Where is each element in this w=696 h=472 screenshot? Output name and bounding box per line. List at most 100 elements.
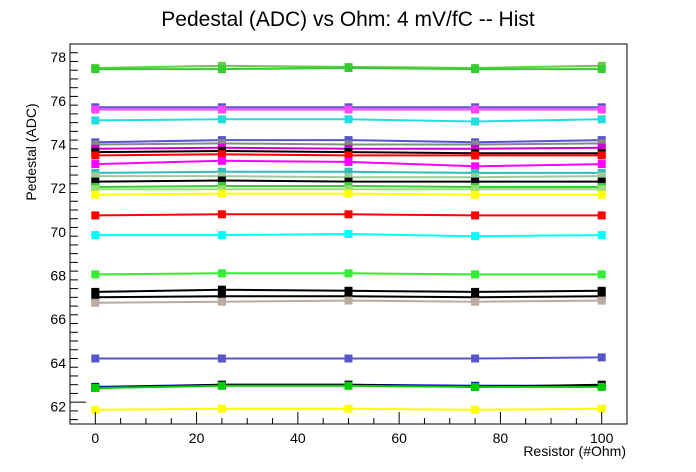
series-10-point [91, 160, 100, 169]
series-26-point [344, 381, 353, 390]
series-22-point [471, 297, 480, 306]
series-19-point [91, 270, 100, 279]
series-9-point [471, 151, 480, 160]
series-22-point [217, 297, 226, 306]
axes: 0 20 40 60 80 100 62 64 66 68 70 72 74 76 78 [50, 43, 628, 446]
series-19-point [217, 269, 226, 278]
series-17-point [91, 211, 100, 220]
series-13-point [91, 177, 100, 186]
series-6-point [597, 139, 606, 148]
y-tick-label: 76 [50, 93, 66, 109]
series-16-point [344, 189, 353, 198]
series-12-point [217, 172, 226, 181]
y-axis-label: Pedestal (ADC) [23, 103, 39, 200]
x-tick-label: 60 [391, 430, 407, 446]
x-tick-label: 20 [189, 430, 205, 446]
series-26-point [597, 382, 606, 391]
series-21-point [344, 292, 353, 301]
series-3-point [344, 105, 353, 114]
series-16-point [597, 190, 606, 199]
series-11-point [217, 167, 226, 176]
x-tick-label: 0 [91, 430, 99, 446]
series-4-point [217, 115, 226, 124]
series-15-point [471, 185, 480, 194]
series-4-point [91, 116, 100, 125]
x-axis-label: Resistor (#Ohm) [523, 443, 626, 459]
series-6-point [217, 139, 226, 148]
y-tick-label: 68 [50, 267, 66, 283]
series-13-point [597, 177, 606, 186]
x-tick-label: 40 [290, 430, 306, 446]
series-27-point [217, 404, 226, 413]
chart-title: Pedestal (ADC) vs Ohm: 4 mV/fC -- Hist [161, 8, 535, 31]
series-23-point [597, 353, 606, 362]
series-26-point [217, 381, 226, 390]
series-13-point [217, 176, 226, 185]
series-1-point [597, 65, 606, 74]
series-1-point [471, 65, 480, 74]
series-15-point [597, 185, 606, 194]
series-20-point [344, 286, 353, 295]
series-12-point [344, 173, 353, 182]
series-23-point [344, 354, 353, 363]
y-tick-label: 74 [50, 136, 66, 152]
series-10-point [471, 162, 480, 171]
series-10-point [217, 156, 226, 165]
series-23-point [91, 354, 100, 363]
series-18-point [344, 230, 353, 238]
series-17-point [471, 211, 480, 220]
series-9-point [597, 151, 606, 160]
series-3-point [91, 105, 100, 114]
series-26-point [471, 382, 480, 391]
series-22-point [91, 298, 100, 307]
x-tick-label: 100 [590, 430, 614, 446]
series-27-point [91, 405, 100, 414]
series-9-point [217, 150, 226, 159]
series-27-point [471, 405, 480, 414]
series-26-point [91, 384, 100, 392]
series-18-point [597, 231, 606, 240]
y-tick-label: 64 [50, 355, 66, 371]
series-10-point [597, 160, 606, 169]
series-12-point [471, 173, 480, 182]
series-15-point [217, 185, 226, 194]
series-23-point [217, 354, 226, 363]
series-20-point [217, 285, 226, 294]
series-1-point [217, 65, 226, 74]
series-21-point [91, 293, 100, 302]
series-17-point [344, 210, 353, 219]
series-21-point [471, 293, 480, 302]
series-18-point [217, 231, 226, 240]
series-21-point [597, 292, 606, 301]
series-27-point [344, 404, 353, 413]
series-3-point [471, 105, 480, 114]
series-19-point [597, 270, 606, 279]
series-13-point [471, 177, 480, 186]
x-tick-label: 80 [493, 430, 509, 446]
y-tick-label: 66 [50, 311, 66, 327]
series-17-point [597, 211, 606, 220]
series-19-point [471, 270, 480, 279]
y-tick-label: 70 [50, 224, 66, 240]
series-12-point [597, 172, 606, 181]
series-13-point [344, 177, 353, 186]
series-20-point [471, 287, 480, 296]
series-7-point [597, 143, 606, 152]
series-17-point [217, 210, 226, 219]
series-4-point [597, 115, 606, 124]
series-4-point [471, 117, 480, 126]
series-7-point [471, 144, 480, 153]
series-9-point [91, 151, 100, 160]
series-19-point [344, 269, 353, 278]
series-22-point [597, 296, 606, 305]
y-tick-label: 78 [50, 49, 66, 65]
series-12-point [91, 172, 100, 181]
series-layer [91, 61, 606, 414]
series-4-point [344, 115, 353, 124]
series-6-point [91, 140, 100, 149]
series-6-point [344, 140, 353, 149]
series-20-point [597, 286, 606, 295]
series-1-point [91, 65, 100, 74]
series-3-point [217, 105, 226, 114]
